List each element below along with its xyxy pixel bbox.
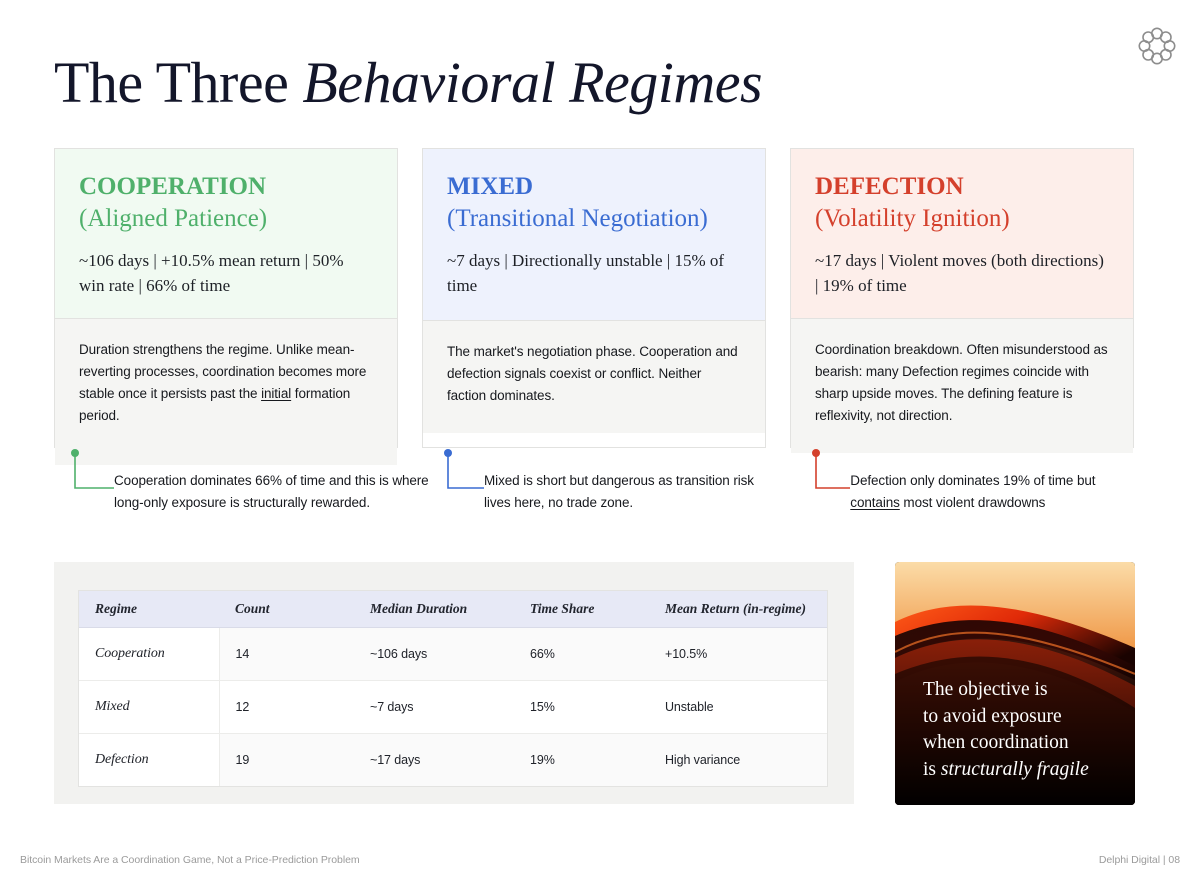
table-cell-regime: Mixed (79, 680, 220, 734)
footer-left-text: Bitcoin Markets Are a Coordination Game,… (20, 854, 360, 866)
quote-card: The objective is to avoid exposure when … (895, 562, 1135, 805)
card-mixed-body-pre: The market's negotiation phase. Cooperat… (447, 344, 738, 403)
table-cell-timeshare: 19% (514, 733, 649, 786)
card-mixed-title-main: MIXED (447, 173, 534, 200)
table-cell-count: 19 (219, 733, 354, 786)
quote-line-4: is structurally fragile (923, 757, 1119, 784)
callout-defection-text-post: most violent drawdowns (899, 494, 1046, 510)
table-cell-meanreturn: +10.5% (649, 627, 827, 681)
card-mixed-subtitle: (Transitional Negotiation) (447, 205, 708, 232)
card-defection-stats: ~17 days | Violent moves (both direction… (815, 251, 1104, 295)
table-col-timeshare: Time Share (514, 591, 649, 628)
footer-right-text: Delphi Digital | 08 (1098, 854, 1180, 866)
table-cell-meanreturn: High variance (649, 733, 827, 786)
regime-cards: COOPERATION (Aligned Patience) ~106 days… (54, 148, 1136, 465)
table-cell-regime: Cooperation (79, 627, 220, 681)
table-panel: Regime Count Median Duration Time Share … (54, 562, 854, 804)
card-cooperation-body: Duration strengthens the regime. Unlike … (55, 319, 397, 465)
callout-defection-text: Defection only dominates 19% of time but… (850, 448, 1141, 513)
table-cell-timeshare: 15% (514, 680, 649, 734)
callout-mixed-text-pre: Mixed is short but dangerous as transiti… (484, 473, 754, 510)
card-defection-body-pre: Coordination breakdown. Often misunderst… (815, 342, 1108, 423)
card-cooperation-subtitle: (Aligned Patience) (79, 205, 268, 232)
card-defection-title-main: DEFECTION (815, 173, 964, 200)
quote-line-4-pre: is (923, 758, 941, 780)
card-mixed: MIXED (Transitional Negotiation) ~7 days… (422, 148, 766, 448)
table-cell-regime: Defection (79, 733, 220, 786)
card-cooperation-body-pre: Duration strengthens the regime. Unlike … (79, 342, 367, 401)
table-col-regime: Regime (79, 591, 219, 628)
table-cell-duration: ~106 days (354, 627, 514, 681)
card-cooperation-body-underline: initial (261, 386, 292, 401)
table-cell-meanreturn: Unstable (649, 680, 827, 734)
regime-table: Regime Count Median Duration Time Share … (79, 591, 827, 786)
table-cell-duration: ~7 days (354, 680, 514, 734)
table-row: Mixed 12 ~7 days 15% Unstable (79, 680, 827, 734)
table-col-meanreturn: Mean Return (in-regime) (649, 591, 827, 628)
card-cooperation-head: COOPERATION (Aligned Patience) ~106 days… (55, 149, 397, 319)
card-mixed-body: The market's negotiation phase. Cooperat… (423, 321, 765, 433)
table-cell-duration: ~17 days (354, 733, 514, 786)
card-defection-subtitle: (Volatility Ignition) (815, 205, 1010, 232)
regime-summary-table: Regime Count Median Duration Time Share … (78, 590, 828, 787)
table-cell-count: 12 (219, 680, 354, 734)
table-cell-count: 14 (219, 627, 354, 681)
card-defection-body: Coordination breakdown. Often misunderst… (791, 319, 1133, 453)
callout-mixed: Mixed is short but dangerous as transiti… (443, 448, 773, 513)
table-row: Defection 19 ~17 days 19% High variance (79, 733, 827, 786)
callout-defection-text-underline: contains (850, 494, 900, 510)
interlocking-rings-logo-icon (1136, 25, 1178, 67)
card-cooperation-title-main: COOPERATION (79, 173, 267, 200)
callout-defection: Defection only dominates 19% of time but… (811, 448, 1141, 513)
card-cooperation: COOPERATION (Aligned Patience) ~106 days… (54, 148, 398, 465)
card-mixed-stats: ~7 days | Directionally unstable | 15% o… (447, 251, 725, 295)
table-cell-timeshare: 66% (514, 627, 649, 681)
callout-cooperation: Cooperation dominates 66% of time and th… (70, 448, 430, 513)
page-title-regular: The Three (54, 50, 303, 115)
quote-line-2: to avoid exposure (923, 705, 1062, 727)
card-cooperation-body-post: formation period. (79, 386, 351, 423)
table-row: Cooperation 14 ~106 days 66% +10.5% (79, 627, 827, 681)
callout-defection-connector-icon (812, 449, 851, 489)
card-defection: DEFECTION (Volatility Ignition) ~17 days… (790, 148, 1134, 453)
callout-mixed-connector-icon (444, 449, 485, 489)
abstract-wave-artwork (895, 562, 1135, 805)
card-defection-title: DEFECTION (Volatility Ignition) (815, 171, 1109, 235)
callout-cooperation-text: Cooperation dominates 66% of time and th… (114, 448, 430, 513)
table-col-count: Count (219, 591, 354, 628)
callout-cooperation-connector-icon (71, 449, 115, 489)
quote-line-4-emphasis: structurally fragile (940, 758, 1089, 780)
quote-line-3: when coordination (923, 732, 1069, 753)
quote-text: The objective is to avoid exposure when … (923, 677, 1119, 783)
page-title-emphasis: Behavioral Regimes (302, 50, 763, 115)
quote-line-1: The objective is (923, 679, 1048, 700)
callout-cooperation-text-pre: Cooperation dominates 66% of time and th… (114, 473, 429, 510)
table-col-median: Median Duration (354, 591, 514, 628)
page-title: The Three Behavioral Regimes (54, 46, 763, 120)
card-cooperation-title: COOPERATION (Aligned Patience) (79, 171, 373, 235)
card-mixed-title: MIXED (Transitional Negotiation) (447, 171, 741, 235)
card-cooperation-stats: ~106 days | +10.5% mean return | 50% win… (79, 251, 344, 295)
card-defection-head: DEFECTION (Volatility Ignition) ~17 days… (791, 149, 1133, 319)
table-header-row: Regime Count Median Duration Time Share … (79, 591, 827, 628)
callout-mixed-text: Mixed is short but dangerous as transiti… (484, 448, 773, 513)
card-mixed-head: MIXED (Transitional Negotiation) ~7 days… (423, 149, 765, 321)
callout-defection-text-pre: Defection only dominates 19% of time but (850, 473, 1096, 488)
